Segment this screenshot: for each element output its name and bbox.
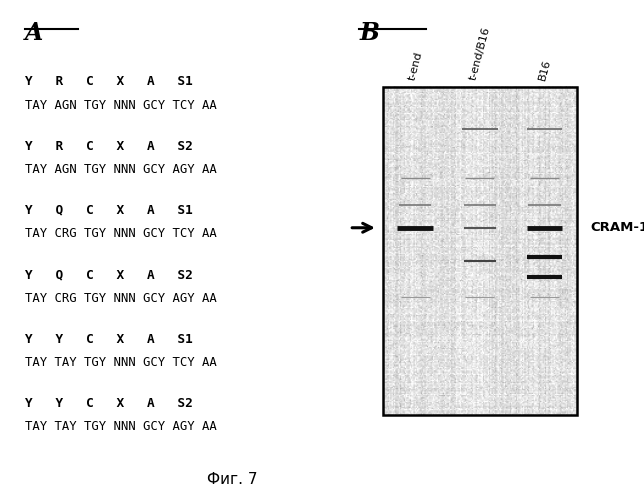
Text: A: A <box>24 21 43 46</box>
Text: TAY CRG TGY NNN GCY TCY AA: TAY CRG TGY NNN GCY TCY AA <box>24 228 216 240</box>
Text: B16: B16 <box>537 58 553 81</box>
Text: B: B <box>359 21 379 46</box>
Text: Фиг. 7: Фиг. 7 <box>207 472 257 488</box>
Text: Y   Y   C   X   A   S2: Y Y C X A S2 <box>24 397 193 410</box>
Text: Y   Q   C   X   A   S1: Y Q C X A S1 <box>24 204 193 217</box>
Text: Y   R   C   X   A   S2: Y R C X A S2 <box>24 140 193 152</box>
Text: TAY AGN TGY NNN GCY TCY AA: TAY AGN TGY NNN GCY TCY AA <box>24 98 216 112</box>
Text: Y   Q   C   X   A   S2: Y Q C X A S2 <box>24 268 193 281</box>
Text: CRAM-1: CRAM-1 <box>591 222 644 234</box>
Text: t-end: t-end <box>406 50 424 81</box>
Text: TAY TAY TGY NNN GCY AGY AA: TAY TAY TGY NNN GCY AGY AA <box>24 420 216 434</box>
Text: TAY TAY TGY NNN GCY TCY AA: TAY TAY TGY NNN GCY TCY AA <box>24 356 216 369</box>
Text: Y   R   C   X   A   S1: Y R C X A S1 <box>24 75 193 88</box>
Text: t-end/B16: t-end/B16 <box>468 26 492 81</box>
Text: TAY CRG TGY NNN GCY AGY AA: TAY CRG TGY NNN GCY AGY AA <box>24 292 216 304</box>
Text: Y   Y   C   X   A   S1: Y Y C X A S1 <box>24 332 193 345</box>
Bar <box>383 86 577 415</box>
Text: TAY AGN TGY NNN GCY AGY AA: TAY AGN TGY NNN GCY AGY AA <box>24 163 216 176</box>
